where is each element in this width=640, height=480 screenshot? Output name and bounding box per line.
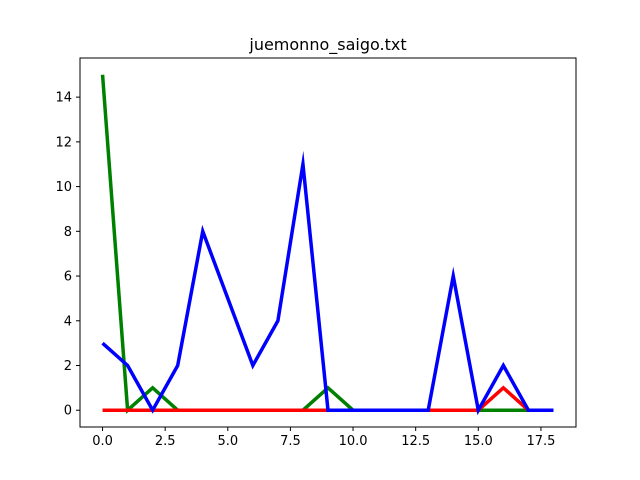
y-axis: 0 2 4 6 8 10 12 14 [55,91,80,419]
x-tick-label: 7.5 [280,434,301,449]
y-tick-label: 10 [55,180,72,195]
x-tick-label: 17.5 [526,434,555,449]
y-tick-label: 8 [64,225,72,240]
x-tick-label: 5.0 [217,434,238,449]
x-tick-label: 2.5 [155,434,176,449]
plot-frame [79,57,577,428]
chart-title: juemonno_saigo.txt [248,35,406,55]
x-tick-label: 10.0 [339,434,368,449]
y-tick-label: 2 [64,359,72,374]
x-tick-label: 0.0 [92,434,113,449]
y-tick-label: 0 [64,404,72,419]
x-tick-label: 12.5 [401,434,430,449]
series-line-1 [100,74,554,414]
series-line-3 [101,150,554,416]
y-tick-label: 6 [64,270,72,285]
x-axis: 0.0 2.5 5.0 7.5 10.0 12.5 15.0 17.5 [92,427,555,449]
series-layer [100,74,554,416]
y-tick-label: 12 [55,135,72,150]
x-tick-label: 15.0 [464,434,493,449]
y-tick-label: 4 [64,314,72,329]
y-tick-label: 14 [55,91,72,106]
